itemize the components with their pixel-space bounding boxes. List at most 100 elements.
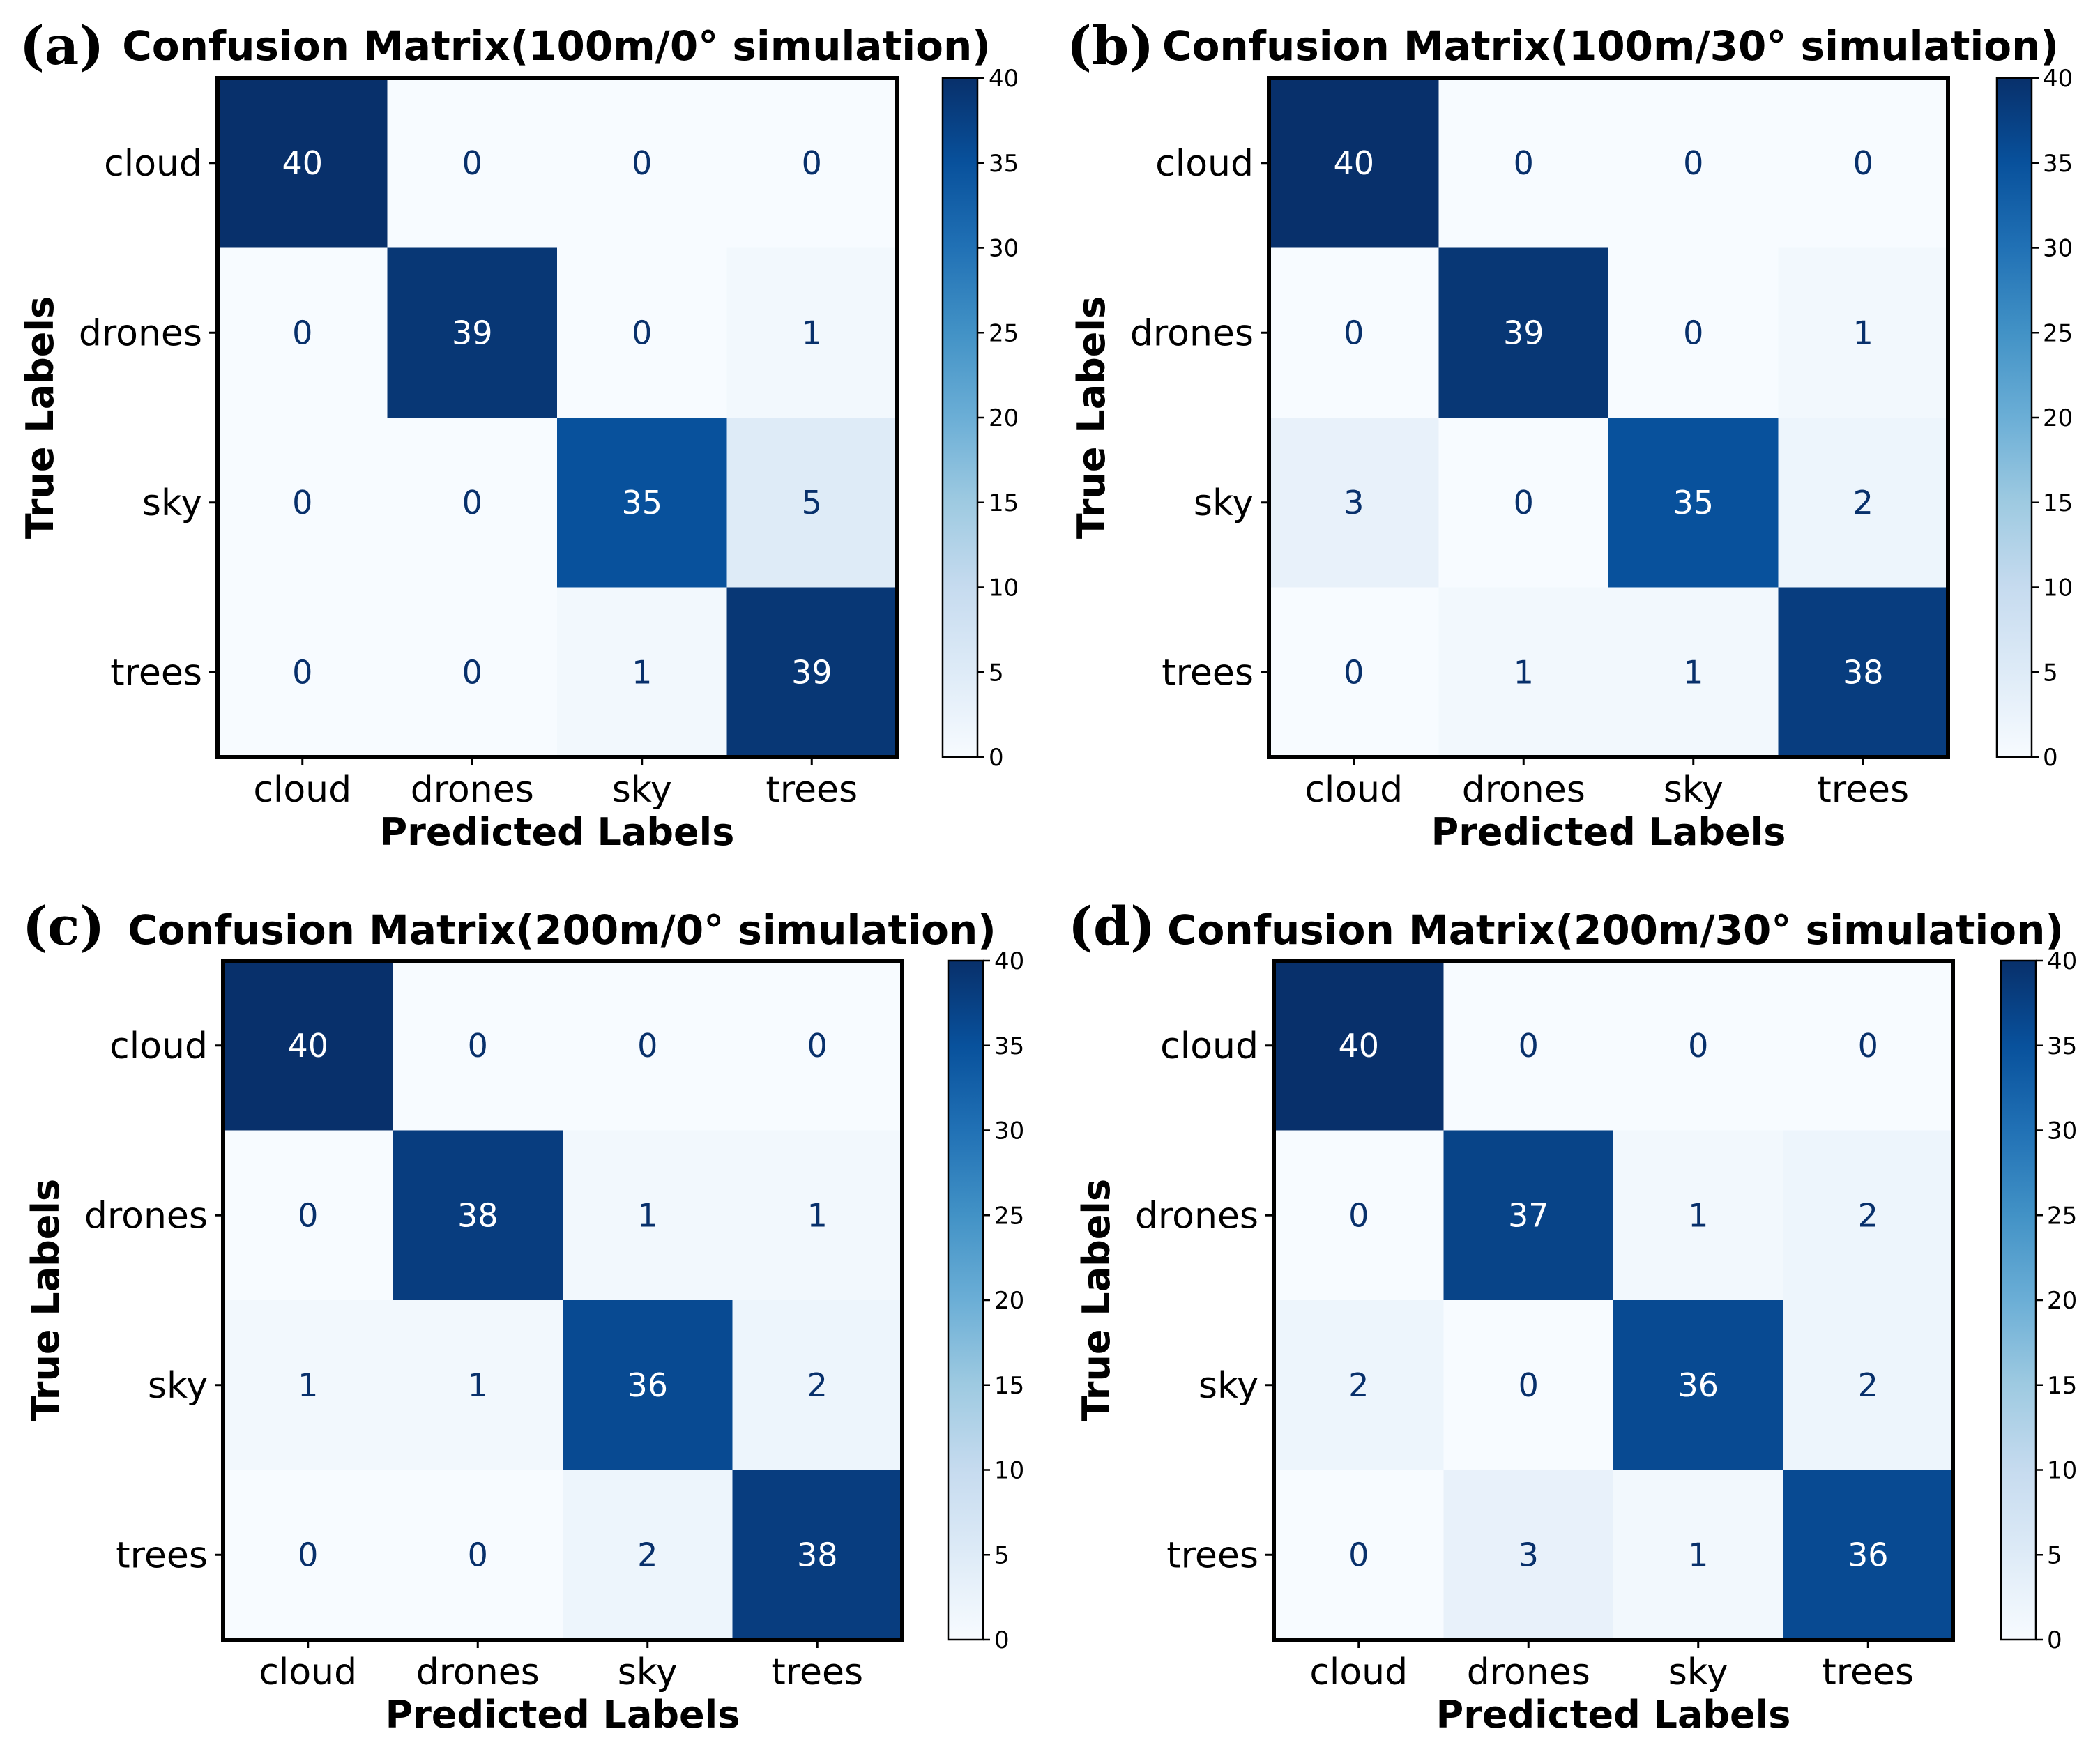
cell-value: 0 <box>1344 314 1364 351</box>
colorbar-tick-label: 20 <box>2043 404 2073 432</box>
heatmap-cell <box>223 961 393 1131</box>
cell-value: 1 <box>637 1196 657 1234</box>
y-tick-label: trees <box>1162 652 1254 694</box>
cell-value: 38 <box>797 1536 838 1573</box>
cell-value: 1 <box>1514 653 1534 691</box>
matrix-frame <box>221 959 904 1642</box>
y-tick-label: trees <box>116 1534 208 1576</box>
heatmap-cell <box>1783 961 1954 1131</box>
heatmap-cell <box>387 78 558 248</box>
y-tick-label: trees <box>1166 1534 1258 1576</box>
heatmap-cell <box>732 1130 903 1301</box>
panel-letter: (d) <box>1068 895 1155 957</box>
colorbar-tick-label: 5 <box>994 1541 1010 1569</box>
matrix-frame <box>215 76 899 759</box>
matrix-frame <box>1267 76 1950 759</box>
x-tick-label: cloud <box>1309 1652 1408 1693</box>
cell-value: 36 <box>1677 1366 1719 1404</box>
cell-value: 1 <box>632 653 652 691</box>
x-axis-label: Predicted Labels <box>386 1693 740 1737</box>
heatmap-cell <box>1613 1130 1783 1301</box>
cell-value: 0 <box>462 144 482 182</box>
cell-value: 39 <box>791 653 832 691</box>
cell-value: 0 <box>1348 1536 1369 1573</box>
cell-value: 39 <box>1503 314 1544 351</box>
y-axis-label: True Labels <box>1074 1179 1118 1421</box>
heatmap-cell <box>563 1300 733 1470</box>
cell-value: 0 <box>292 314 312 351</box>
x-tick-label: drones <box>411 769 534 811</box>
colorbar-tick-label: 20 <box>2047 1287 2077 1315</box>
heatmap-cell <box>393 1470 563 1640</box>
cell-value: 0 <box>1344 653 1364 691</box>
cell-value: 0 <box>1514 484 1534 521</box>
colorbar-tick-label: 30 <box>994 1118 1024 1145</box>
heatmap-cell <box>218 587 388 758</box>
heatmap-cell <box>1274 1470 1444 1640</box>
heatmap-cell <box>1438 587 1609 758</box>
heatmap-cell <box>557 78 727 248</box>
cell-value: 2 <box>1858 1366 1878 1404</box>
cell-value: 0 <box>632 314 652 351</box>
cell-value: 0 <box>1348 1196 1369 1234</box>
x-axis-label: Predicted Labels <box>1436 1693 1791 1737</box>
cell-value: 40 <box>1333 144 1374 182</box>
colorbar-tick-label: 40 <box>2047 947 2077 975</box>
y-tick-label: sky <box>1199 1365 1258 1407</box>
heatmap-cell <box>1778 247 1949 418</box>
panel-letter: (c) <box>22 895 105 957</box>
y-axis-label: True Labels <box>1070 296 1113 539</box>
chart-title: Confusion Matrix(100m/0° simulation) <box>122 22 991 70</box>
cell-value: 0 <box>1514 144 1534 182</box>
heatmap-cell <box>1274 1130 1444 1301</box>
chart-title: Confusion Matrix(200m/0° simulation) <box>128 906 996 954</box>
heatmap-cell <box>218 418 388 588</box>
colorbar-tick-label: 30 <box>2047 1118 2077 1145</box>
colorbar-tick-label: 20 <box>994 1287 1024 1315</box>
colorbar-tick-label: 35 <box>2043 150 2073 178</box>
cell-value: 0 <box>637 1027 657 1065</box>
heatmap-cell <box>1269 78 1439 248</box>
cell-value: 0 <box>807 1027 828 1065</box>
cell-value: 1 <box>298 1366 318 1404</box>
colorbar-tick-label: 5 <box>2043 659 2058 687</box>
cell-value: 0 <box>1519 1027 1539 1065</box>
cell-value: 0 <box>1853 144 1873 182</box>
y-tick-label: cloud <box>1160 1025 1258 1067</box>
panel-c: (c) Confusion Matrix(200m/0° simulation)4… <box>22 895 1024 1737</box>
heatmap-cell <box>1608 78 1779 248</box>
cell-value: 0 <box>1683 144 1703 182</box>
x-tick-label: sky <box>1664 769 1724 811</box>
colorbar-tick-label: 10 <box>2047 1457 2077 1485</box>
colorbar-tick-label: 40 <box>989 65 1019 93</box>
cell-value: 0 <box>802 144 822 182</box>
heatmap-cell <box>732 961 903 1131</box>
x-tick-label: sky <box>612 769 672 811</box>
cell-value: 35 <box>621 484 662 521</box>
colorbar-tick-label: 40 <box>994 947 1024 975</box>
heatmap-cell <box>1274 961 1444 1131</box>
cell-value: 0 <box>292 653 312 691</box>
heatmap-cell <box>218 78 388 248</box>
heatmap-cell <box>1778 78 1949 248</box>
cell-value: 0 <box>298 1196 318 1234</box>
cell-value: 1 <box>1853 314 1873 351</box>
y-tick-label: cloud <box>104 143 202 185</box>
cell-value: 0 <box>1688 1027 1708 1065</box>
heatmap-cell <box>1608 587 1779 758</box>
heatmap-cell <box>563 1470 733 1640</box>
colorbar-gradient <box>1997 78 2032 757</box>
cell-value: 3 <box>1344 484 1364 521</box>
heatmap-cell <box>1613 1300 1783 1470</box>
panel-d: (d) Confusion Matrix(200m/30° simulation)… <box>1068 895 2077 1737</box>
x-tick-label: drones <box>416 1652 540 1693</box>
cell-value: 39 <box>452 314 493 351</box>
cell-value: 0 <box>462 484 482 521</box>
heatmap-cell <box>387 587 558 758</box>
cell-value: 0 <box>632 144 652 182</box>
colorbar-tick-label: 5 <box>989 659 1004 687</box>
cell-value: 36 <box>627 1366 668 1404</box>
cell-value: 0 <box>292 484 312 521</box>
y-tick-label: sky <box>148 1365 208 1407</box>
